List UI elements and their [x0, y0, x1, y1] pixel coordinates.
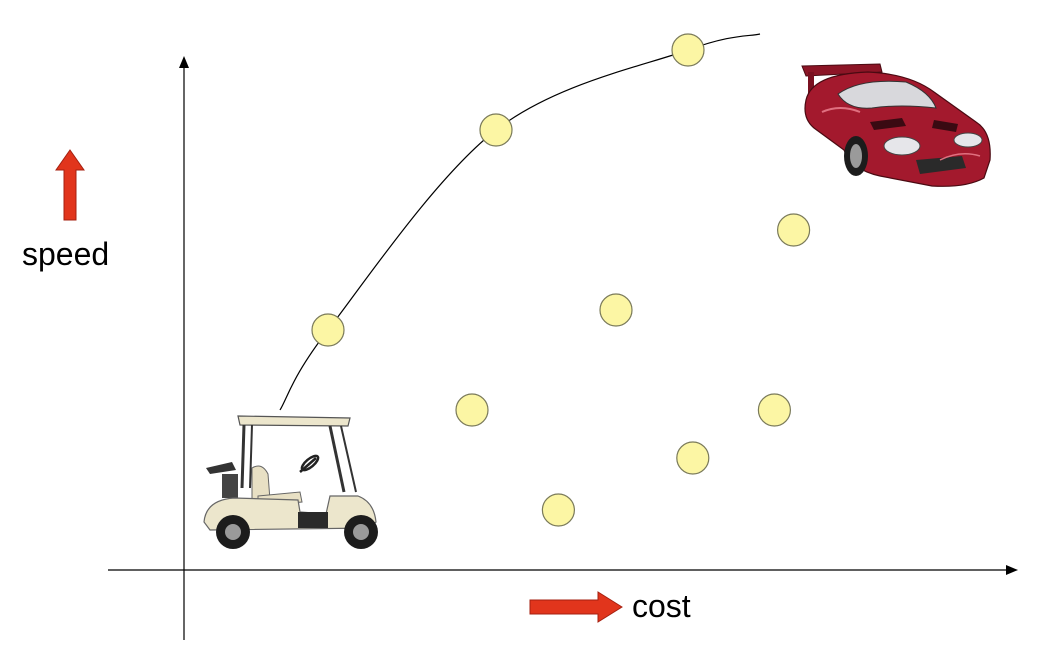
speed-arrow-icon	[55, 149, 85, 221]
data-point-5	[599, 293, 633, 327]
data-point-7	[676, 441, 710, 475]
y-axis-label: speed	[22, 236, 110, 272]
data-point-1	[311, 313, 345, 347]
x-axis-label: cost	[632, 588, 691, 624]
x-axis	[108, 565, 1018, 575]
data-point-8	[776, 213, 811, 247]
data-point-6	[541, 493, 576, 527]
data-point-4	[455, 393, 489, 427]
sports-car-image	[801, 63, 991, 187]
golf-cart-image	[203, 415, 378, 549]
cost-arrow-icon	[529, 591, 623, 623]
data-point-2	[479, 113, 513, 147]
data-points	[311, 33, 811, 527]
y-axis	[179, 56, 189, 640]
data-point-3	[671, 33, 705, 67]
data-point-9	[757, 393, 792, 427]
pareto-frontier-curve	[279, 33, 761, 411]
